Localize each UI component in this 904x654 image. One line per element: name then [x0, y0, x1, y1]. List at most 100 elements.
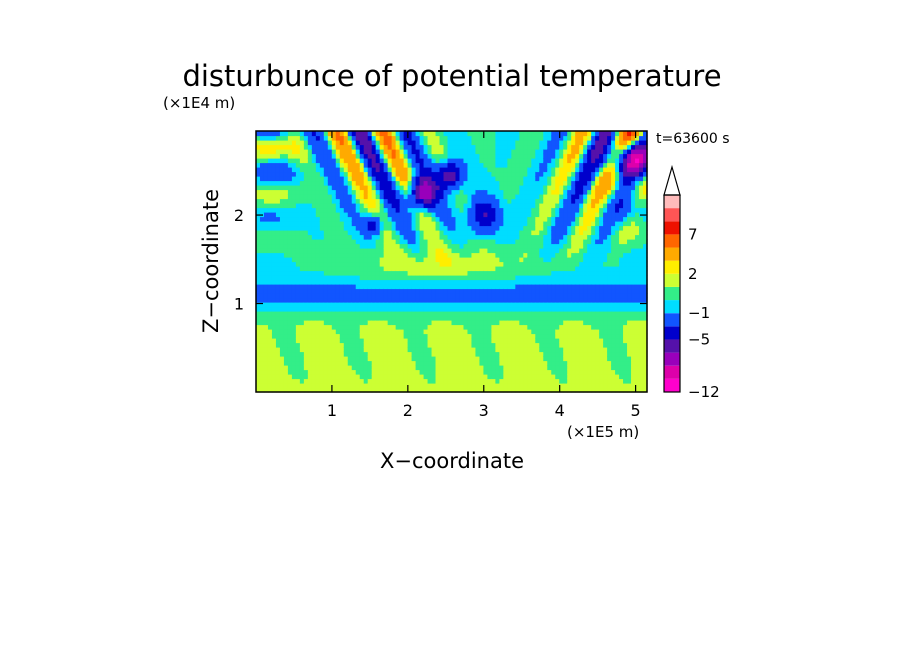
heatmap-cell	[283, 302, 289, 308]
heatmap-cell	[595, 356, 600, 362]
heatmap-cell	[279, 324, 285, 330]
heatmap-cell	[371, 194, 377, 200]
heatmap-cell	[535, 270, 540, 276]
heatmap-cell	[347, 347, 353, 353]
heatmap-cell	[271, 333, 277, 339]
heatmap-cell	[515, 297, 520, 303]
heatmap-cell	[271, 135, 277, 141]
heatmap-cell	[467, 311, 473, 317]
heatmap-cell	[435, 135, 441, 141]
heatmap-cell	[523, 365, 528, 371]
heatmap-cell	[379, 135, 385, 141]
heatmap-cell	[427, 387, 433, 393]
heatmap-cell	[335, 270, 341, 276]
heatmap-cell	[267, 167, 273, 173]
heatmap-cell	[519, 207, 524, 213]
heatmap-cell	[447, 248, 453, 254]
heatmap-cell	[467, 144, 473, 150]
heatmap-cell	[571, 293, 576, 299]
heatmap-cell	[363, 284, 369, 290]
heatmap-cell	[256, 360, 261, 366]
heatmap-cell	[451, 311, 457, 317]
heatmap-cell	[256, 347, 261, 353]
heatmap-cell	[367, 351, 373, 357]
heatmap-cell	[495, 374, 500, 380]
heatmap-cell	[331, 329, 337, 335]
heatmap-cell	[451, 288, 457, 294]
heatmap-cell	[491, 306, 496, 312]
heatmap-cell	[391, 153, 397, 159]
heatmap-cell	[491, 320, 496, 326]
heatmap-cell	[259, 243, 265, 249]
heatmap-cell	[535, 369, 540, 375]
heatmap-cell	[323, 234, 329, 240]
heatmap-cell	[363, 279, 369, 285]
heatmap-cell	[467, 279, 473, 285]
heatmap-cell	[483, 302, 489, 308]
heatmap-cell	[583, 135, 588, 141]
heatmap-cell	[256, 171, 261, 177]
heatmap-cell	[535, 378, 540, 384]
heatmap-cell	[279, 140, 285, 146]
heatmap-cell	[495, 180, 500, 186]
heatmap-cell	[435, 320, 441, 326]
heatmap-cell	[475, 279, 481, 285]
heatmap-cell	[319, 383, 325, 389]
heatmap-cell	[507, 351, 512, 357]
heatmap-cell	[367, 275, 373, 281]
heatmap-cell	[283, 356, 289, 362]
heatmap-cell	[307, 257, 313, 263]
heatmap-cell	[295, 293, 301, 299]
heatmap-cell	[379, 239, 385, 245]
heatmap-cell	[495, 149, 500, 155]
heatmap-cell	[271, 288, 277, 294]
heatmap-cell	[299, 383, 305, 389]
heatmap-cell	[319, 131, 325, 137]
heatmap-cell	[371, 329, 377, 335]
heatmap-cell	[507, 365, 512, 371]
heatmap-cell	[427, 356, 433, 362]
heatmap-cell	[263, 356, 269, 362]
heatmap-cell	[551, 383, 556, 389]
heatmap-cell	[459, 329, 465, 335]
heatmap-cell	[507, 284, 512, 290]
heatmap-cell	[407, 374, 413, 380]
heatmap-cell	[343, 131, 349, 137]
heatmap-cell	[595, 338, 600, 344]
heatmap-cell	[291, 329, 297, 335]
heatmap-cell	[256, 203, 261, 209]
heatmap-cell	[467, 216, 473, 222]
heatmap-cell	[591, 216, 596, 222]
heatmap-cell	[443, 360, 449, 366]
heatmap-cell	[479, 149, 485, 155]
heatmap-cell	[519, 329, 524, 335]
heatmap-cell	[539, 315, 544, 321]
heatmap-cell	[531, 180, 536, 186]
heatmap-cell	[515, 185, 520, 191]
heatmap-cell	[567, 176, 572, 182]
heatmap-cell	[503, 387, 508, 393]
heatmap-cell	[451, 284, 457, 290]
heatmap-cell	[367, 270, 373, 276]
heatmap-cell	[327, 369, 333, 375]
heatmap-cell	[523, 329, 528, 335]
heatmap-cell	[399, 185, 405, 191]
heatmap-cell	[347, 293, 353, 299]
heatmap-cell	[571, 131, 576, 137]
heatmap-cell	[359, 140, 365, 146]
heatmap-cell	[259, 234, 265, 240]
heatmap-cell	[515, 383, 520, 389]
heatmap-cell	[395, 311, 401, 317]
heatmap-cell	[595, 230, 600, 236]
heatmap-cell	[443, 333, 449, 339]
heatmap-cell	[359, 198, 365, 204]
heatmap-cell	[567, 158, 572, 164]
heatmap-cell	[491, 158, 496, 164]
heatmap-cell	[335, 279, 341, 285]
heatmap-cell	[371, 180, 377, 186]
heatmap-cell	[371, 297, 377, 303]
heatmap-cell	[427, 243, 433, 249]
heatmap-cell	[435, 248, 441, 254]
heatmap-cell	[395, 194, 401, 200]
heatmap-cell	[475, 185, 481, 191]
